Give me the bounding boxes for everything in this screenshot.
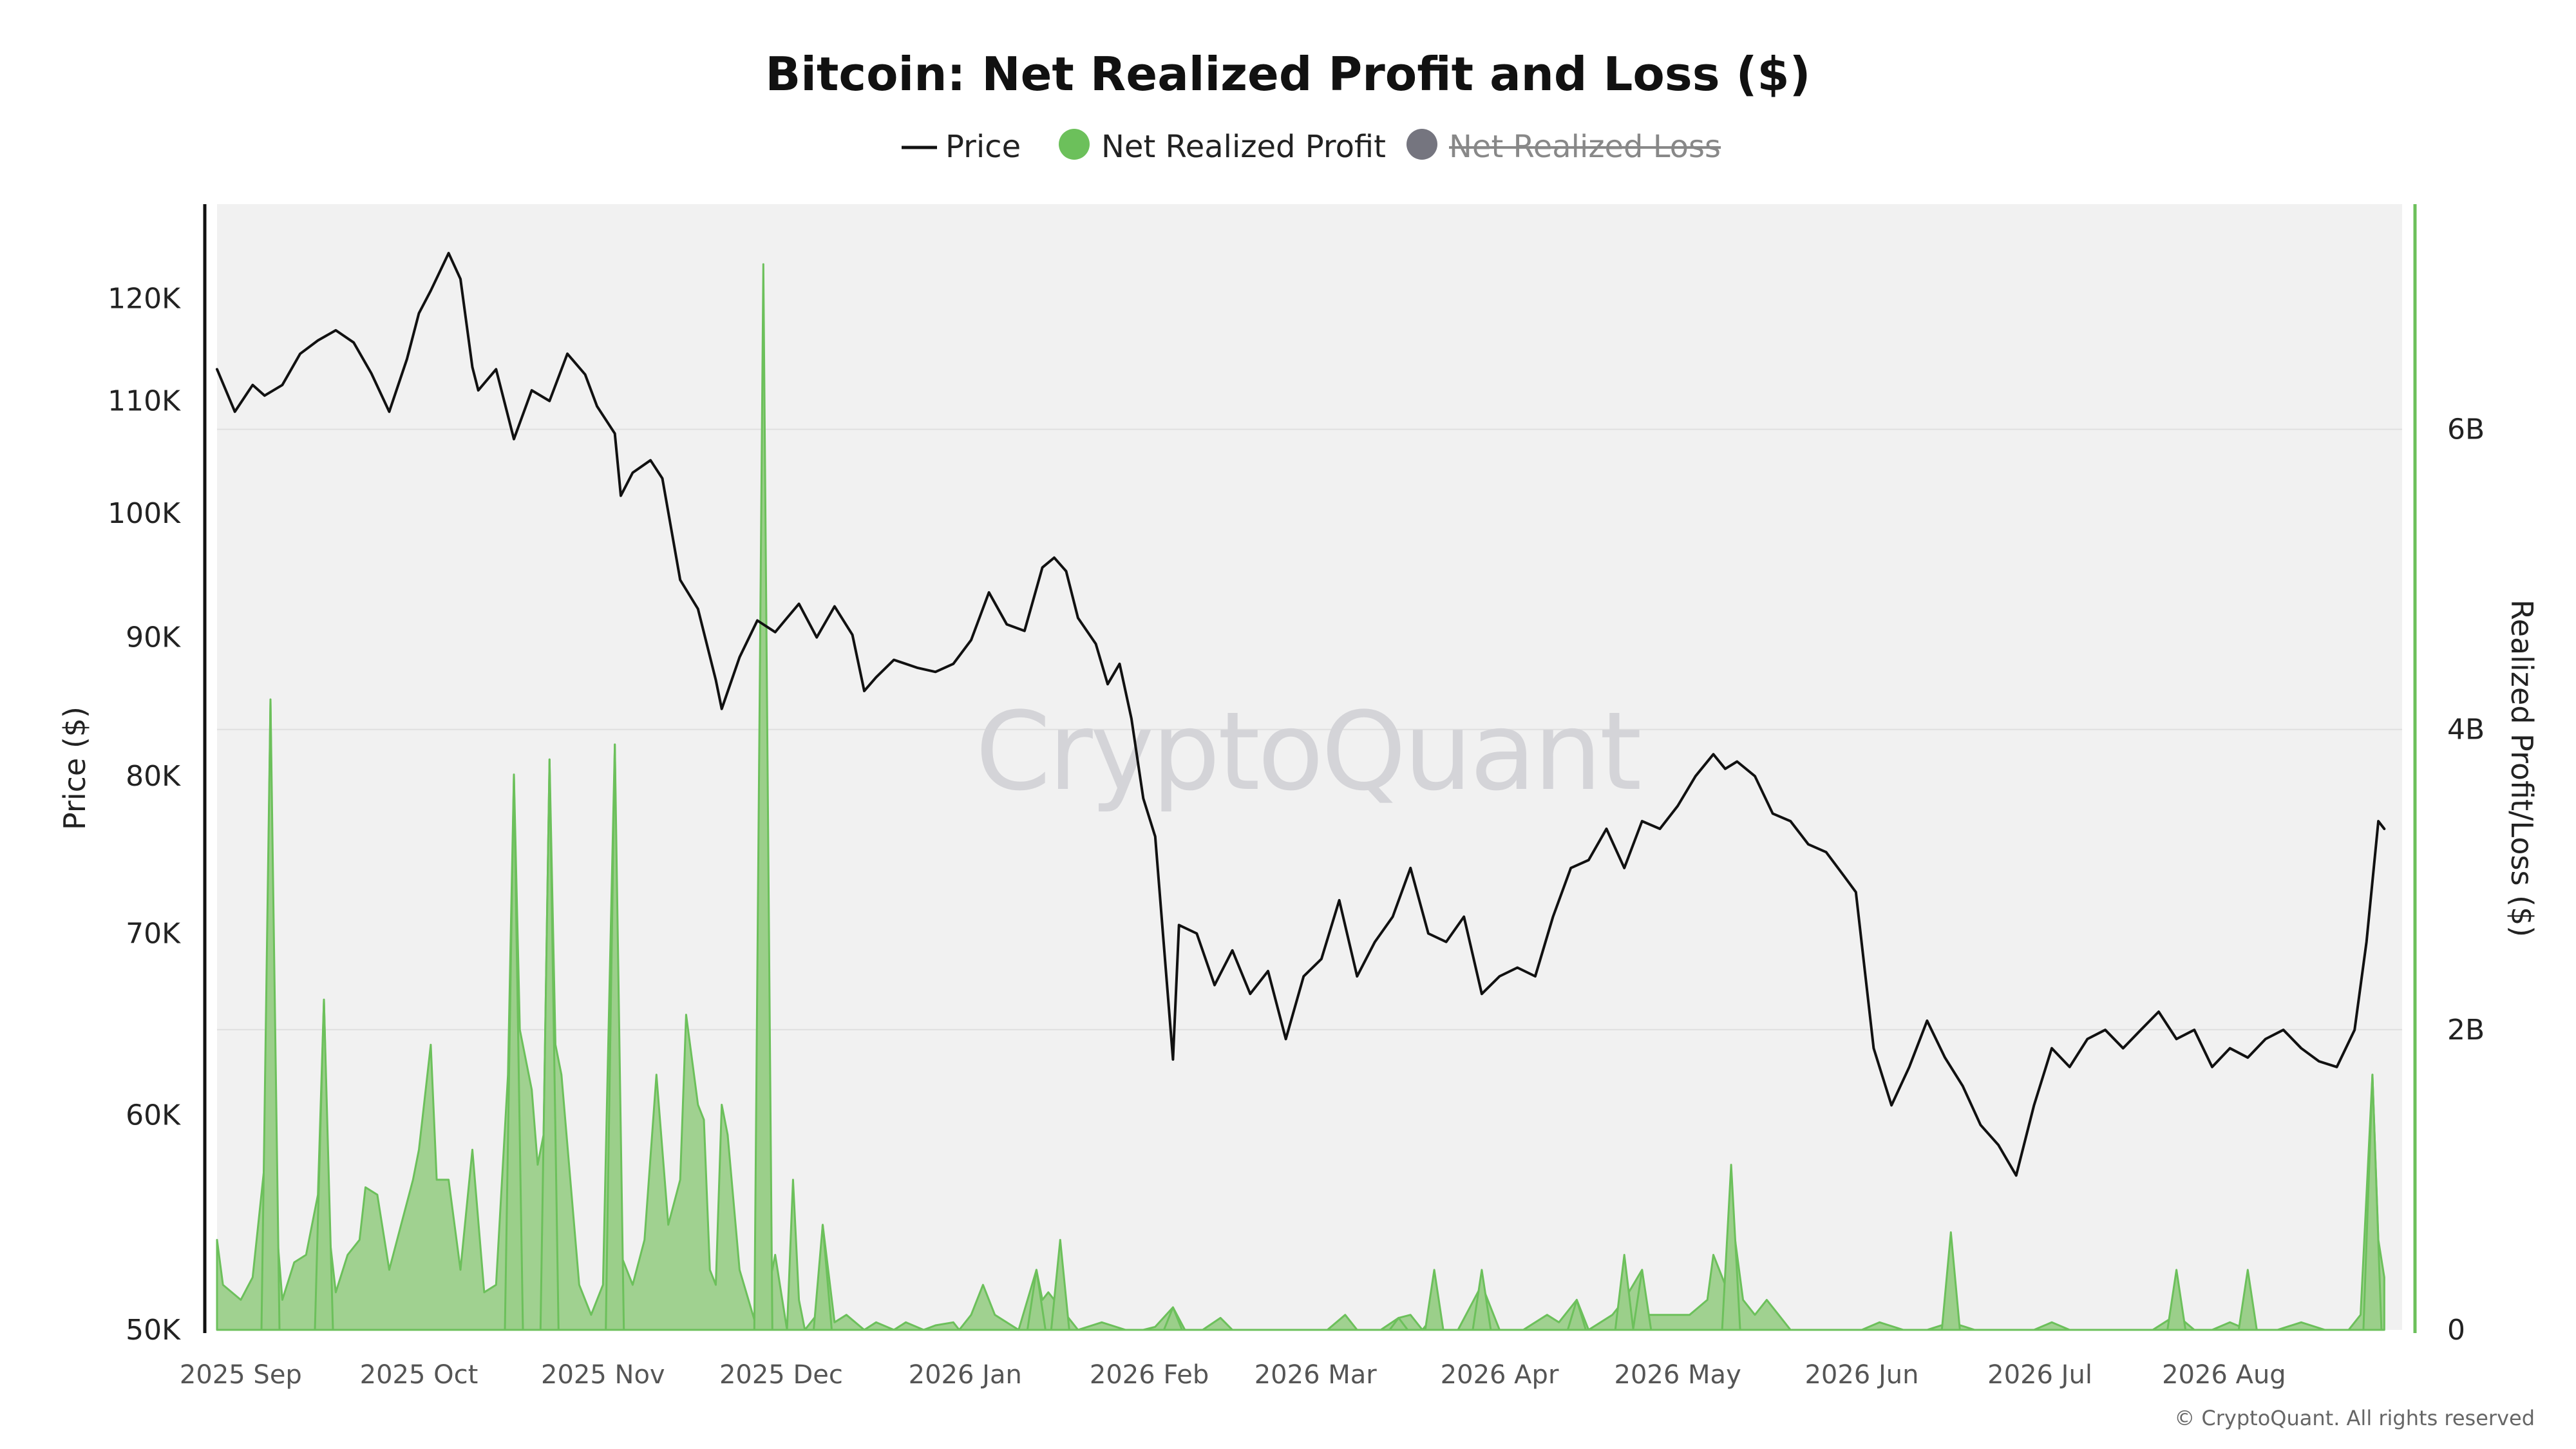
copyright-notice: © CryptoQuant. All rights reserved [2174,1406,2535,1430]
x-tick-label: 2025 Dec [719,1360,843,1390]
profit-spike [1388,1316,1409,1331]
profit-spike [314,998,334,1331]
x-tick-label: 2026 Mar [1255,1360,1378,1390]
x-tick-label: 2025 Sep [180,1360,302,1390]
chart-title: Bitcoin: Net Realized Profit and Loss ($… [765,47,1810,101]
profit-spike [813,1224,833,1331]
profit-spike [1050,1238,1070,1331]
legend-dot-icon [1406,129,1437,160]
y-left-tick-label: 60K [126,1099,181,1132]
profit-spike [2362,1074,2383,1331]
x-tick-label: 2026 Apr [1441,1360,1559,1390]
profit-spikes [260,263,2383,1331]
y-left-tick-label: 90K [126,621,181,654]
profit-spike [753,263,773,1331]
y-left-tick-label: 100K [108,497,181,530]
left-axis-title: Price ($) [57,706,92,830]
y-right-tick-label: 2B [2447,1014,2485,1046]
price-line [216,252,2386,1177]
watermark: CryptoQuant [975,688,1639,815]
y-left-tick-label: 80K [126,760,181,793]
x-tick-label: 2026 Jul [1987,1360,2092,1390]
y-left-tick-label: 120K [108,282,181,315]
price-series [216,252,2386,1177]
profit-spike [1424,1269,1444,1331]
y-left-tick-label: 50K [126,1314,181,1347]
y-right-tick-label: 4B [2447,714,2485,746]
y-right-tick-label: 6B [2447,413,2485,446]
profit-spike [1162,1306,1183,1331]
profit-spike [260,698,281,1331]
profit-spike [1026,1269,1046,1331]
x-tick-label: 2026 May [1615,1360,1741,1390]
x-tick-label: 2026 Feb [1090,1360,1209,1390]
left-axis-ticks: 50K 60K 70K 80K 90K 100K 110K 120K [108,282,181,1347]
profit-spike [605,743,625,1331]
gridlines [217,428,2402,1030]
y-left-tick-label: 70K [126,917,181,950]
right-axis-ticks: 0 2B 4B 6B [2447,413,2485,1347]
profit-spike [1632,1269,1653,1331]
x-tick-label: 2026 Jan [909,1360,1022,1390]
x-tick-label: 2026 Jun [1804,1360,1918,1390]
profit-spike [539,758,560,1331]
profit-spike [1472,1269,1492,1331]
legend-item-profit[interactable]: Net Realized Profit [1059,129,1386,165]
profit-spike [2166,1269,2187,1331]
profit-spike [2237,1269,2258,1331]
legend-label-price: Price [945,129,1021,165]
plot-area [217,204,2402,1330]
profit-spike [1614,1254,1634,1331]
x-tick-label: 2025 Oct [360,1360,478,1390]
y-left-tick-label: 110K [108,385,181,418]
profit-spike [1566,1298,1587,1331]
x-tick-label: 2025 Nov [541,1360,665,1390]
x-axis-ticks: 2025 Sep 2025 Oct 2025 Nov 2025 Dec 2026 Jan… [180,1360,2286,1390]
legend-item-price[interactable]: Price [902,129,1021,165]
profit-series [216,698,2385,1331]
legend: Price Net Realized Profit Net Realized L… [902,129,1721,165]
profit-spike [1721,1164,1741,1331]
profit-spike [1940,1231,1961,1331]
right-axis-title: Realized Profit/Loss ($) [2505,600,2539,937]
legend-dot-icon [1059,129,1090,160]
y-right-tick-label: 0 [2447,1314,2465,1347]
x-tick-label: 2026 Aug [2162,1360,2286,1390]
profit-area [216,698,2385,1331]
legend-label-profit: Net Realized Profit [1101,129,1386,165]
legend-item-loss[interactable]: Net Realized Loss [1406,129,1721,165]
profit-spike [504,773,524,1331]
